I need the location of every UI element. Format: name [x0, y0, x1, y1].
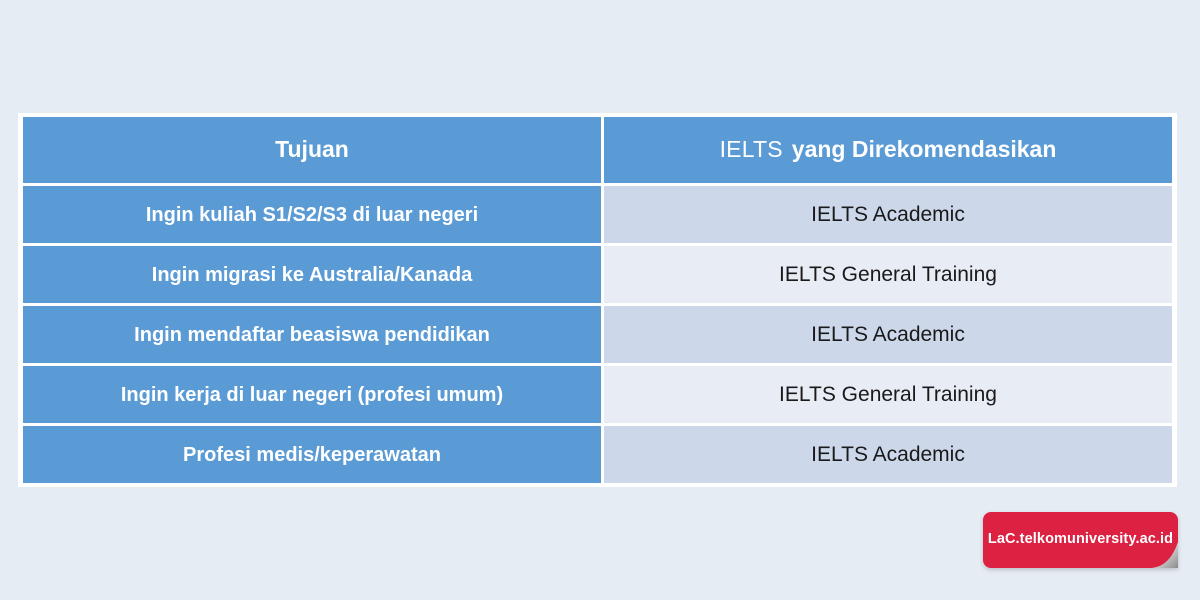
- table-row: Ingin kuliah S1/S2/S3 di luar negeri IEL…: [23, 186, 1172, 243]
- table-cell-ielts-label: IELTS Academic: [811, 442, 965, 466]
- table-cell-tujuan-label: Ingin kuliah S1/S2/S3 di luar negeri: [145, 203, 479, 226]
- table-cell-tujuan: Ingin migrasi ke Australia/Kanada: [23, 246, 601, 303]
- table-row: Ingin migrasi ke Australia/Kanada IELTS …: [23, 246, 1172, 303]
- watermark-badge-body: LaC.telkomuniversity.ac.id: [983, 512, 1178, 568]
- table-header-cell-ielts: IELTS yang Direkomendasikan: [604, 117, 1172, 183]
- table-cell-tujuan-label: Ingin kerja di luar negeri (profesi umum…: [120, 383, 504, 406]
- table-cell-ielts-label: IELTS Academic: [811, 322, 965, 346]
- table-cell-ielts-label: IELTS Academic: [811, 202, 965, 226]
- table-row: Ingin mendaftar beasiswa pendidikan IELT…: [23, 306, 1172, 363]
- table-cell-ielts: IELTS Academic: [604, 426, 1172, 483]
- table-header-label-ielts: IELTS: [719, 136, 783, 163]
- table-cell-tujuan: Ingin kerja di luar negeri (profesi umum…: [23, 366, 601, 423]
- table-cell-ielts: IELTS Academic: [604, 186, 1172, 243]
- table-cell-tujuan: Profesi medis/keperawatan: [23, 426, 601, 483]
- watermark-badge[interactable]: LaC.telkomuniversity.ac.id: [983, 512, 1178, 568]
- table-header-cell-tujuan: Tujuan: [23, 117, 601, 183]
- table-header-label-direkomendasikan: yang Direkomendasikan: [791, 136, 1057, 163]
- watermark-badge-label: LaC.telkomuniversity.ac.id: [987, 531, 1174, 547]
- table-cell-tujuan-label: Profesi medis/keperawatan: [183, 443, 441, 466]
- table-cell-tujuan: Ingin mendaftar beasiswa pendidikan: [23, 306, 601, 363]
- comparison-table: Tujuan IELTS yang Direkomendasikan Ingin …: [23, 117, 1172, 483]
- table-header-row: Tujuan IELTS yang Direkomendasikan: [23, 117, 1172, 183]
- table-cell-ielts: IELTS Academic: [604, 306, 1172, 363]
- table-cell-ielts: IELTS General Training: [604, 246, 1172, 303]
- table-cell-tujuan-label: Ingin mendaftar beasiswa pendidikan: [134, 323, 490, 346]
- table-row: Ingin kerja di luar negeri (profesi umum…: [23, 366, 1172, 423]
- table-cell-tujuan-label: Ingin migrasi ke Australia/Kanada: [151, 263, 473, 286]
- table-cell-ielts-label: IELTS General Training: [779, 262, 997, 286]
- table-cell-tujuan: Ingin kuliah S1/S2/S3 di luar negeri: [23, 186, 601, 243]
- table-cell-ielts-label: IELTS General Training: [779, 382, 997, 406]
- comparison-table-frame: Tujuan IELTS yang Direkomendasikan Ingin …: [18, 113, 1177, 487]
- table-row: Profesi medis/keperawatan IELTS Academic: [23, 426, 1172, 483]
- table-header-label-tujuan: Tujuan: [275, 136, 349, 163]
- table-cell-ielts: IELTS General Training: [604, 366, 1172, 423]
